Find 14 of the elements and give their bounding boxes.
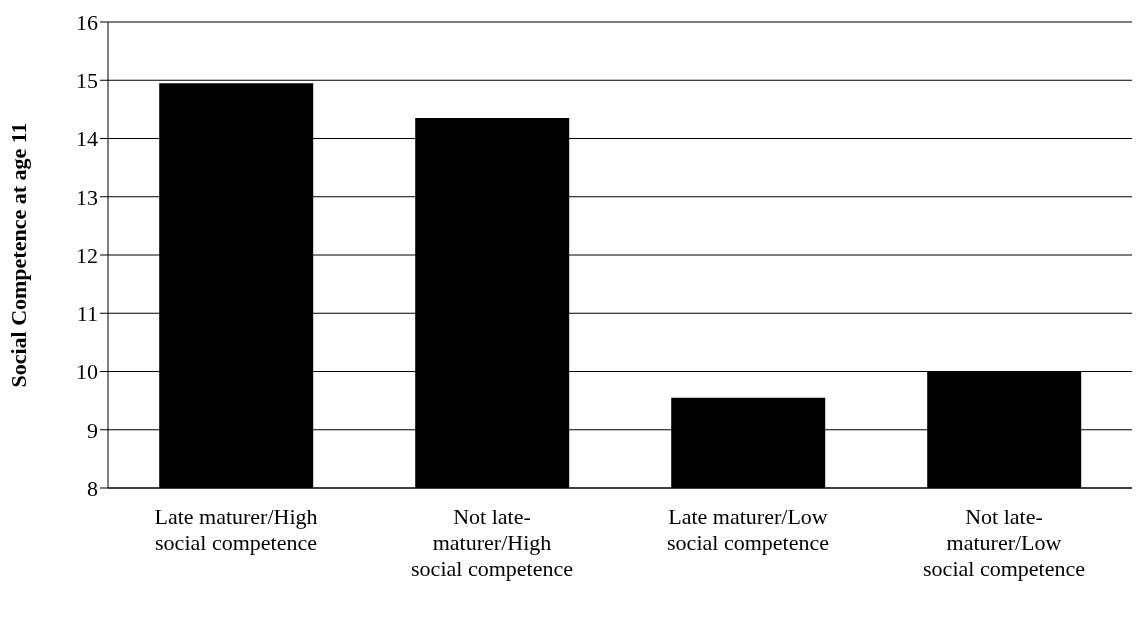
x-tick-label: Late maturer/Low social competence xyxy=(667,504,829,555)
y-tick-label: 14 xyxy=(76,126,98,152)
x-tick-label: Not late-maturer/High social competence xyxy=(411,504,573,581)
y-tick-label: 9 xyxy=(87,417,98,443)
y-tick-label: 8 xyxy=(87,475,98,501)
y-tick-label: 10 xyxy=(76,359,98,385)
x-tick-label: Not late-maturer/Low social competence xyxy=(923,504,1085,581)
y-tick-label: 15 xyxy=(76,68,98,94)
y-axis-title: Social Competence at age 11 xyxy=(5,122,31,388)
x-tick-label: Late maturer/High social competence xyxy=(154,504,318,555)
y-tick-label: 13 xyxy=(76,184,98,210)
y-tick-label: 16 xyxy=(76,9,98,35)
y-tick-label: 11 xyxy=(76,301,98,327)
y-tick-label: 12 xyxy=(76,242,98,268)
